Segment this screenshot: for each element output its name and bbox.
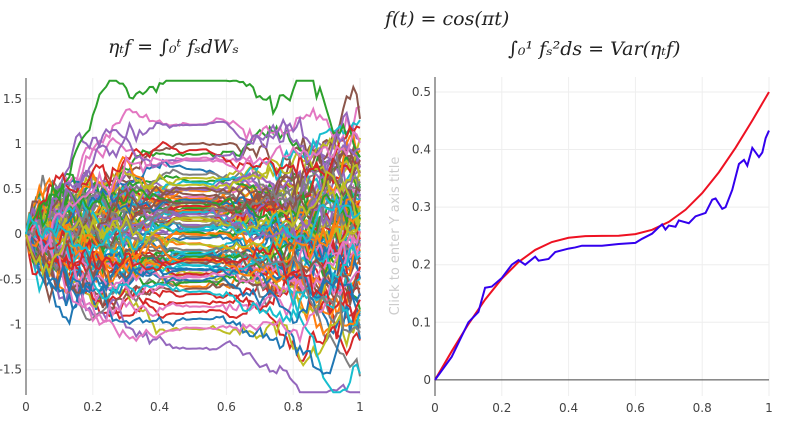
x-tick-label: 0.6 <box>217 400 236 414</box>
right-chart-title: ∫₀¹ fₛ²ds = Var(ηₜf) <box>508 38 681 60</box>
simulated-path <box>25 79 361 235</box>
x-tick-label: 0.2 <box>83 400 102 414</box>
empirical-variance-line <box>434 130 770 381</box>
y-axis-title[interactable]: Click to enter Y axis title <box>388 157 403 316</box>
x-tick-label: 0.4 <box>559 401 578 415</box>
x-tick-label: 0.2 <box>492 401 511 415</box>
y-tick-label: 0 <box>14 227 22 241</box>
left-chart-title: ηₜf = ∫₀ᵗ fₛdWₛ <box>108 36 239 58</box>
y-tick-label: 0.1 <box>412 315 431 329</box>
y-tick-label: -1.5 <box>0 363 22 377</box>
x-tick-label: 1 <box>765 401 773 415</box>
y-tick-label: 0.4 <box>412 143 431 157</box>
y-tick-label: 0.2 <box>412 258 431 272</box>
simulated-path <box>25 233 361 303</box>
y-tick-label: 1 <box>14 137 22 151</box>
y-tick-label: 1.5 <box>3 92 22 106</box>
center-title: f(t) = cos(πt) <box>385 8 510 30</box>
x-tick-label: 0.8 <box>693 401 712 415</box>
simulated-path <box>25 186 361 263</box>
simulated-path <box>25 124 361 235</box>
x-tick-label: 0.4 <box>150 400 169 414</box>
simulated-path <box>25 197 361 273</box>
left-chart: 0 0.2 0.4 0.6 0.8 1 1.5 1 0.5 0 -0.5 -1 -1.5 <box>0 78 364 414</box>
y-tick-label: 0.5 <box>412 85 431 99</box>
theoretical-variance-line <box>434 91 770 381</box>
simulated-path <box>25 233 361 325</box>
y-tick-label: 0.5 <box>3 182 22 196</box>
simulated-path <box>25 224 361 324</box>
x-tick-label: 0.8 <box>284 400 303 414</box>
simulated-path <box>25 219 361 345</box>
y-tick-label: 0.3 <box>412 200 431 214</box>
y-tick-label: 0 <box>423 373 431 387</box>
simulated-path <box>25 195 361 258</box>
x-tick-label: 1 <box>356 400 364 414</box>
x-tick-label: 0 <box>431 401 439 415</box>
simulated-path <box>25 233 360 394</box>
right-chart: 0 0.2 0.4 0.6 0.8 1 0 0.1 0.2 0.3 0.4 0.5 <box>412 77 773 415</box>
simulated-path <box>25 170 361 278</box>
y-tick-label: -0.5 <box>0 272 22 286</box>
simulated-path <box>25 130 361 257</box>
x-tick-label: 0 <box>22 400 30 414</box>
y-tick-label: -1 <box>10 318 22 332</box>
x-tick-label: 0.6 <box>626 401 645 415</box>
